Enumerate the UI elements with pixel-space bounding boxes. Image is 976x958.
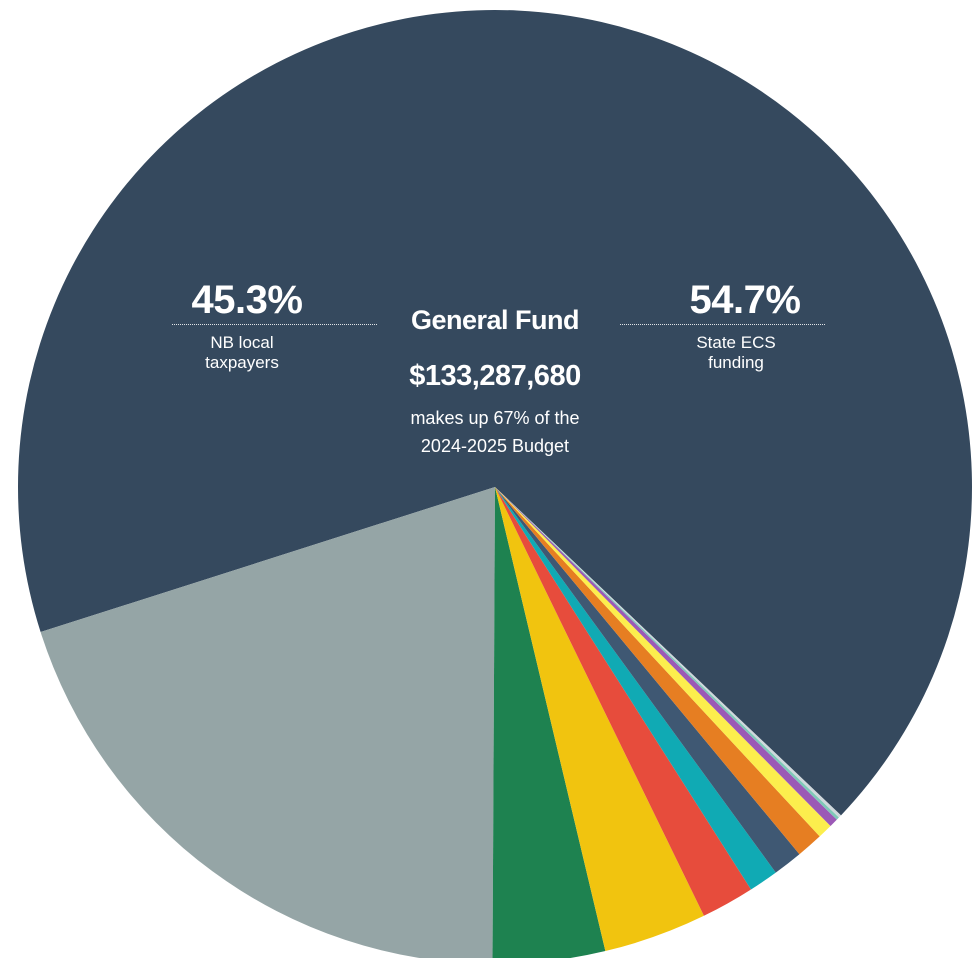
budget-share-note-line2: 2024-2025 Budget	[420, 435, 570, 456]
pie-slice-7	[495, 487, 800, 873]
local-taxpayers-label: NB local taxpayers	[172, 333, 312, 374]
state-ecs-label-line2: funding	[708, 353, 764, 373]
state-ecs-label-line1: State ECS	[696, 333, 776, 352]
pie-slice-11	[495, 487, 839, 820]
pie-slice-9	[495, 487, 831, 837]
pie-slice-5	[495, 487, 752, 916]
pie-slice-6	[495, 487, 776, 890]
left-dotted-leader	[172, 324, 377, 325]
state-ecs-label: State ECS funding	[666, 333, 806, 374]
pie-slice-10	[495, 487, 837, 827]
pie-slice-4	[495, 487, 704, 952]
local-taxpayers-percent: 45.3%	[191, 278, 303, 322]
pie-slice-8	[495, 487, 820, 855]
general-fund-amount: $133,287,680	[409, 360, 581, 392]
local-taxpayers-label-line2: taxpayers	[205, 353, 279, 373]
state-ecs-percent: 54.7%	[689, 278, 801, 322]
pie-slice-3	[492, 487, 606, 958]
pie-slice-2	[40, 487, 495, 958]
right-dotted-leader	[620, 324, 825, 325]
pie-slice-12	[495, 487, 841, 818]
chart-title: General Fund	[410, 305, 580, 335]
budget-share-note: makes up 67% of the 2024-2025 Budget	[360, 405, 630, 461]
pie-slice-1	[18, 10, 973, 816]
budget-share-note-line1: makes up 67% of the	[410, 408, 580, 428]
local-taxpayers-label-line1: NB local	[210, 333, 274, 352]
